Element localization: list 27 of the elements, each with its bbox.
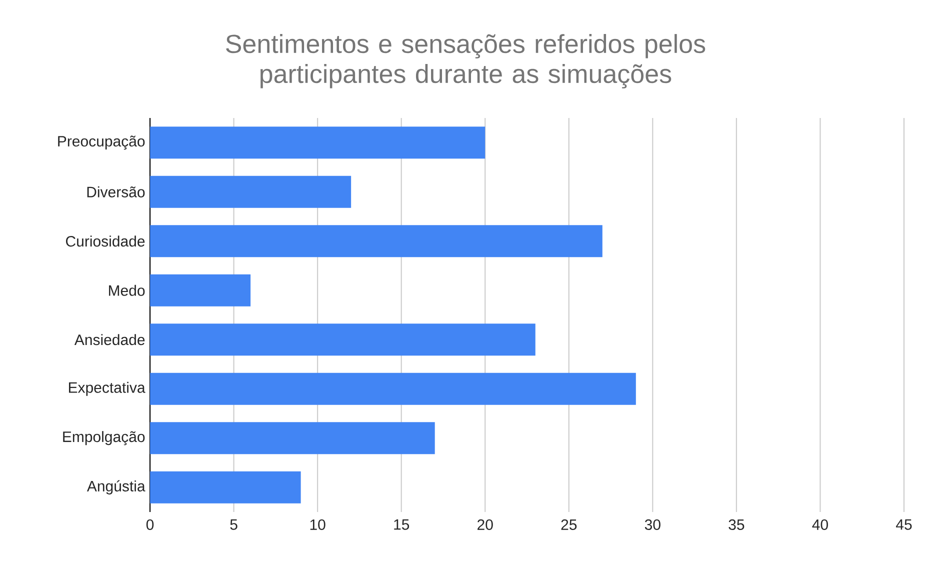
x-tick-label: 45 [896,519,912,530]
bar [150,422,435,454]
bar [150,324,536,356]
x-tick-label: 40 [812,519,828,530]
y-tick-label: Ansiedade [74,334,145,346]
x-tick-label: 25 [561,519,577,530]
x-tick-label: 5 [230,519,238,530]
y-tick-label: Medo [109,284,145,296]
y-tick-label: Preocupação [58,136,145,150]
bar [150,176,352,208]
x-tick-label: 20 [478,519,493,530]
bar [150,126,486,159]
y-tick-label: Empolgação [63,431,145,446]
x-tick-label: 35 [728,519,744,530]
bar [150,225,602,258]
bar [150,274,251,306]
x-tick-label: 0 [146,519,154,530]
x-tick-label: 30 [644,519,660,530]
y-tick-label: Angústia [86,480,146,494]
y-tick-label: Curiosidade [66,236,145,247]
x-tick-label: 10 [310,519,326,530]
bar [150,471,301,504]
x-tick-label: 15 [394,519,410,530]
chart-title: Sentimentos e sensações referidos pelos participantes durante as simuações [226,34,706,88]
y-tick-label: Expectativa [68,382,146,396]
y-tick-label: Diversão [87,186,145,198]
bar [150,372,636,405]
